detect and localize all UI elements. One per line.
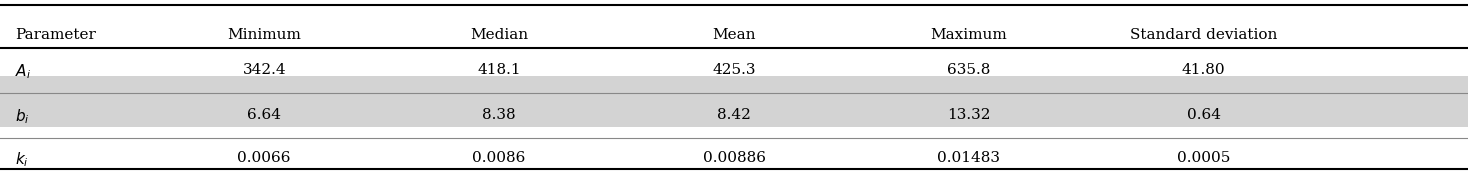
- Text: Parameter: Parameter: [15, 27, 95, 42]
- Text: Median: Median: [470, 27, 528, 42]
- Text: 635.8: 635.8: [947, 63, 991, 77]
- Text: $A_i$: $A_i$: [15, 63, 31, 81]
- Text: Standard deviation: Standard deviation: [1130, 27, 1277, 42]
- Text: 8.42: 8.42: [716, 108, 752, 121]
- Text: 0.00886: 0.00886: [703, 151, 765, 165]
- Text: 13.32: 13.32: [947, 108, 991, 121]
- Text: 6.64: 6.64: [247, 108, 282, 121]
- Text: Mean: Mean: [712, 27, 756, 42]
- Text: Maximum: Maximum: [931, 27, 1007, 42]
- Text: 418.1: 418.1: [477, 63, 521, 77]
- Text: 342.4: 342.4: [242, 63, 286, 77]
- Text: 0.64: 0.64: [1186, 108, 1221, 121]
- Text: 0.01483: 0.01483: [938, 151, 1000, 165]
- Text: 41.80: 41.80: [1182, 63, 1226, 77]
- Text: $k_i$: $k_i$: [15, 151, 28, 169]
- Text: $b_i$: $b_i$: [15, 108, 29, 126]
- Text: 425.3: 425.3: [712, 63, 756, 77]
- Text: Minimum: Minimum: [228, 27, 301, 42]
- Text: 0.0066: 0.0066: [238, 151, 291, 165]
- Text: 0.0005: 0.0005: [1177, 151, 1230, 165]
- Text: 8.38: 8.38: [483, 108, 515, 121]
- FancyBboxPatch shape: [0, 76, 1468, 127]
- Text: 0.0086: 0.0086: [473, 151, 526, 165]
